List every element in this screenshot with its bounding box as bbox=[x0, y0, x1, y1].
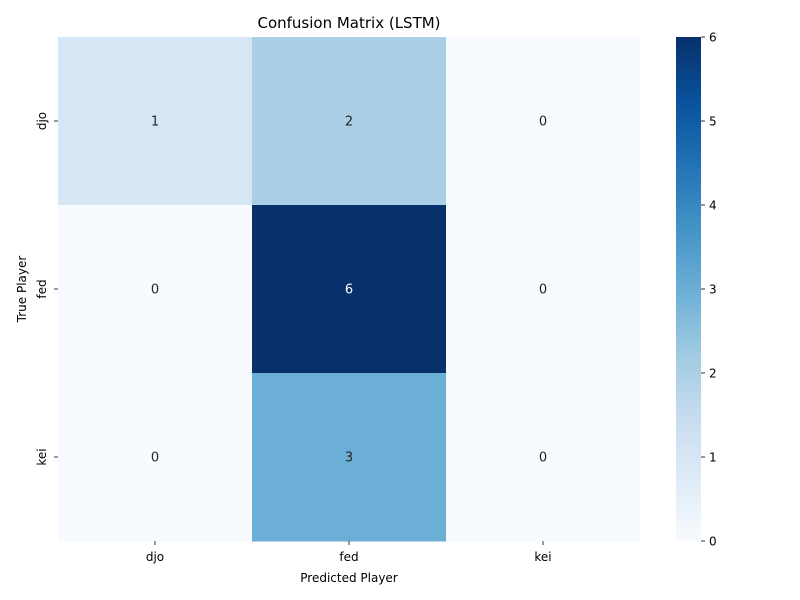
heatmap-cell bbox=[58, 205, 253, 374]
y-tick-label: kei bbox=[35, 448, 49, 465]
cell-value-label: 0 bbox=[151, 283, 159, 298]
heatmap-cell bbox=[446, 37, 641, 206]
y-tick-label: djo bbox=[35, 112, 49, 130]
heatmap-cell bbox=[58, 373, 253, 542]
cell-value-label: 2 bbox=[345, 115, 353, 130]
chart-title: Confusion Matrix (LSTM) bbox=[257, 14, 440, 32]
x-tick-label: djo bbox=[146, 550, 164, 564]
cell-value-label: 0 bbox=[539, 283, 547, 298]
y-axis: djo fed kei bbox=[35, 112, 58, 466]
x-tick-label: fed bbox=[339, 550, 358, 564]
colorbar-tick-label: 6 bbox=[709, 31, 717, 45]
x-axis: djo fed kei bbox=[146, 541, 552, 564]
colorbar-gradient bbox=[676, 37, 701, 541]
colorbar-tick-label: 0 bbox=[709, 535, 717, 549]
cell-value-label: 0 bbox=[539, 451, 547, 466]
x-axis-label: Predicted Player bbox=[300, 571, 398, 585]
heatmap-cell bbox=[252, 373, 447, 542]
cell-value-label: 0 bbox=[539, 115, 547, 130]
heatmap-cell bbox=[58, 37, 253, 206]
colorbar: 0 1 2 3 4 5 6 bbox=[676, 31, 717, 549]
colorbar-tick-label: 4 bbox=[709, 199, 717, 213]
y-tick-label: fed bbox=[35, 279, 49, 298]
cell-value-label: 0 bbox=[151, 451, 159, 466]
cell-annotations: 1 2 0 0 6 0 0 3 0 bbox=[151, 115, 547, 466]
heatmap-cell bbox=[446, 373, 641, 542]
heatmap-cell bbox=[252, 205, 447, 374]
colorbar-tick-label: 1 bbox=[709, 451, 717, 465]
colorbar-ticks: 0 1 2 3 4 5 6 bbox=[701, 31, 717, 549]
heatmap-cell bbox=[252, 37, 447, 206]
cell-value-label: 6 bbox=[345, 283, 353, 298]
colorbar-tick-label: 5 bbox=[709, 115, 717, 129]
colorbar-tick-label: 3 bbox=[709, 283, 717, 297]
colorbar-tick-label: 2 bbox=[709, 367, 717, 381]
x-tick-label: kei bbox=[534, 550, 551, 564]
cell-value-label: 3 bbox=[345, 451, 353, 466]
heatmap-cells bbox=[58, 37, 641, 542]
heatmap-cell bbox=[446, 205, 641, 374]
cell-value-label: 1 bbox=[151, 115, 159, 130]
y-axis-label: True Player bbox=[15, 256, 29, 324]
